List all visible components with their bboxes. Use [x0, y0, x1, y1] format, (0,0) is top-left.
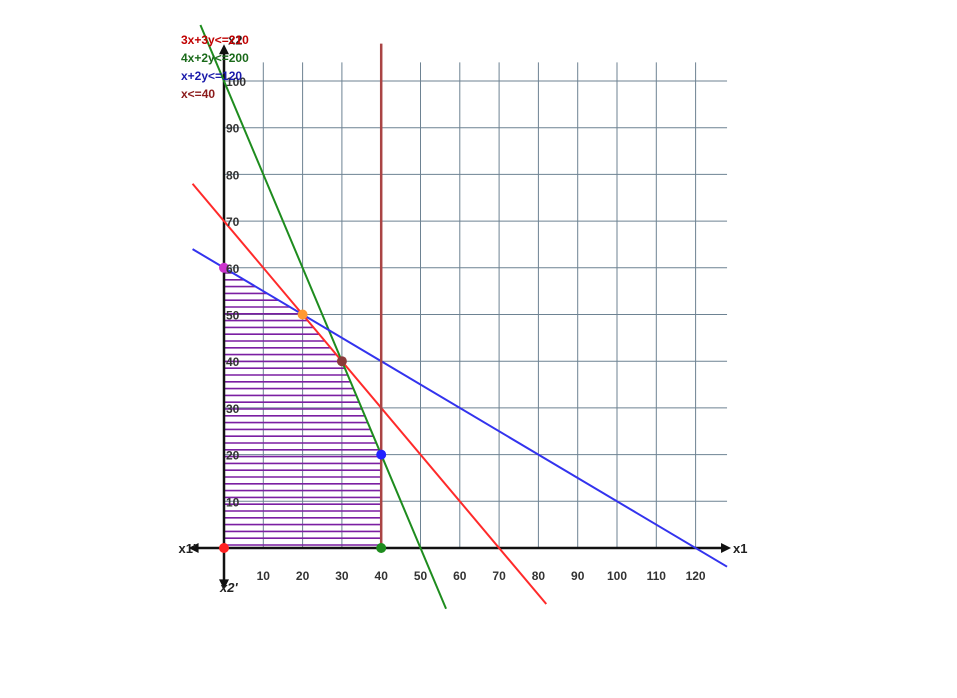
y-tick-label: 20: [226, 449, 240, 463]
y-tick-label: 60: [226, 262, 240, 276]
grid: [224, 62, 728, 548]
y-tick-label: 10: [226, 495, 240, 509]
x-tick-label: 30: [335, 569, 349, 583]
x-tick-label: 90: [571, 569, 585, 583]
constraint-line: [191, 183, 548, 605]
constraint-line: [192, 248, 728, 568]
x-tick-label: 70: [492, 569, 506, 583]
legend-entry: x+2y<=120: [181, 69, 242, 83]
vertex-point: [376, 543, 387, 553]
y-tick-label: 40: [226, 355, 240, 369]
vertex-point: [376, 449, 387, 460]
x-tick-label: 40: [375, 569, 389, 583]
x-tick-label: 100: [607, 569, 627, 583]
constraint-line: [199, 24, 447, 610]
x-tick-label: 50: [414, 569, 428, 583]
vertex-point: [297, 309, 308, 320]
vertex-point: [219, 543, 229, 553]
x-tick-label: 120: [686, 569, 706, 583]
x-axis-label: x1: [733, 541, 747, 556]
axis-labels: x1 x1' x2 x2': [179, 32, 748, 595]
vertex-point: [336, 356, 347, 367]
vertex-points: [219, 262, 387, 553]
x-tick-label: 20: [296, 569, 310, 583]
x-axis-arrow: [721, 543, 732, 553]
x-axis-neg-label: x1': [179, 541, 197, 556]
vertex-point: [219, 262, 229, 273]
y-tick-label: 50: [226, 309, 240, 323]
legend-entry: 4x+2y<=200: [181, 51, 249, 65]
axes: [188, 44, 732, 590]
x-axis-neg-arrow: [188, 543, 199, 553]
y-axis-label: x2: [228, 32, 242, 47]
y-tick-label: 70: [226, 215, 240, 229]
legend: 3x+3y<=210 4x+2y<=200 x+2y<=120 x<=40: [181, 33, 249, 101]
y-axis-arrow: [219, 44, 229, 55]
x-tick-label: 110: [647, 569, 667, 583]
y-axis-neg-arrow: [219, 579, 229, 590]
constraint-lines: [191, 24, 728, 610]
y-axis-neg-label: x2': [219, 580, 238, 595]
x-tick-label: 10: [257, 569, 271, 583]
y-tick-label: 80: [226, 168, 240, 182]
legend-entry: x<=40: [181, 87, 215, 101]
y-tick-label: 30: [226, 402, 240, 416]
x-tick-label: 60: [453, 569, 467, 583]
tick-labels: 10 20 30 40 50 60 70 80 90 100 110 120 10 20 30 40 50 60 7…: [226, 75, 706, 583]
x-tick-label: 80: [532, 569, 546, 583]
y-tick-label: 100: [226, 75, 246, 89]
y-tick-label: 90: [226, 122, 240, 136]
legend-entry: 3x+3y<=210: [181, 33, 249, 47]
